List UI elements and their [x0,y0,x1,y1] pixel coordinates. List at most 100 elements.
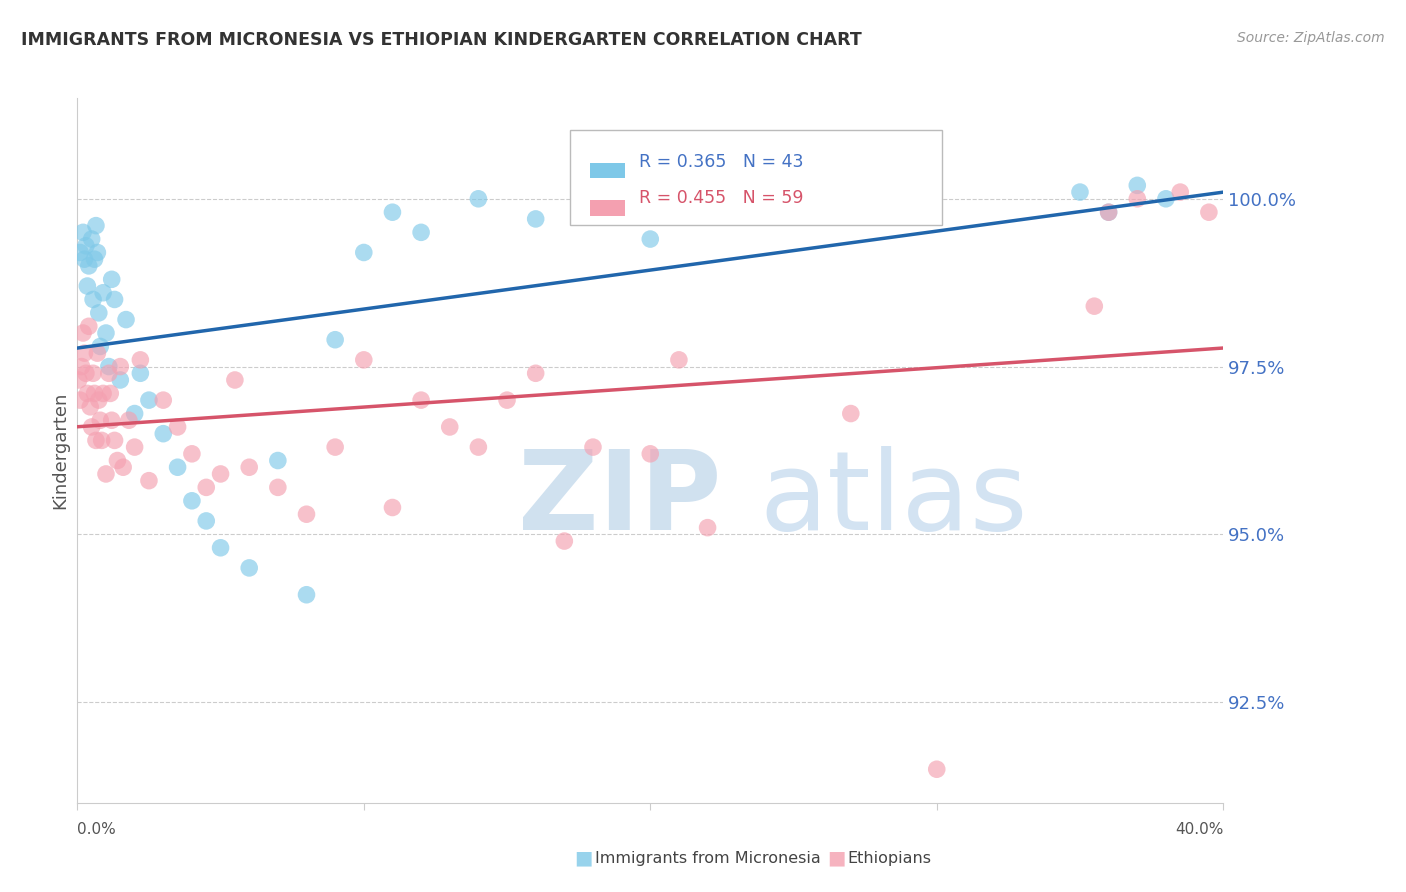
Point [238,460,260,475]
Point [195,480,218,494]
Point [89,339,111,353]
Point [323,333,346,347]
Point [94,467,117,481]
Point [467,440,489,454]
Point [353,352,375,367]
Point [129,366,152,380]
Point [110,359,132,374]
Point [640,232,662,246]
Point [1098,205,1121,219]
Point [77,319,100,334]
Point [696,521,718,535]
Text: 40.0%: 40.0% [1175,822,1223,837]
Point [181,493,204,508]
Point [83,386,105,401]
Point [98,386,121,401]
Point [267,453,290,467]
Point [295,507,318,521]
Point [107,453,129,467]
Point [91,285,114,300]
Point [72,326,94,340]
Point [84,434,107,448]
Point [82,366,104,380]
Point [1098,205,1121,219]
Text: R = 0.455   N = 59: R = 0.455 N = 59 [638,188,803,207]
Point [75,239,97,253]
Point [411,225,433,239]
Point [100,272,122,286]
Text: ZIP: ZIP [519,446,721,553]
Point [124,440,146,454]
Point [73,346,96,360]
Point [524,366,547,380]
Text: atlas: atlas [759,446,1028,553]
Point [75,366,97,380]
Point [138,393,160,408]
Point [181,447,204,461]
Point [381,500,404,515]
Point [86,346,108,360]
Text: ■: ■ [574,848,593,868]
Point [195,514,218,528]
Point [91,386,114,401]
Point [69,245,91,260]
Point [100,413,122,427]
Point [1154,192,1177,206]
Point [82,293,104,307]
Point [112,460,135,475]
Point [124,407,146,421]
Point [496,393,519,408]
Point [77,259,100,273]
Text: Ethiopians: Ethiopians [848,851,932,865]
Point [1198,205,1220,219]
Point [209,467,232,481]
Text: IMMIGRANTS FROM MICRONESIA VS ETHIOPIAN KINDERGARTEN CORRELATION CHART: IMMIGRANTS FROM MICRONESIA VS ETHIOPIAN … [21,31,862,49]
Point [76,386,98,401]
Point [129,352,152,367]
Point [118,413,141,427]
Point [323,440,346,454]
Point [524,211,547,226]
Point [103,434,125,448]
Point [72,225,94,239]
Y-axis label: Kindergarten: Kindergarten [51,392,69,509]
Point [1126,192,1149,206]
Point [582,440,605,454]
Point [103,293,125,307]
Point [1069,185,1091,199]
Point [295,588,318,602]
Point [80,232,103,246]
Text: R = 0.365   N = 43: R = 0.365 N = 43 [638,153,803,171]
Point [138,474,160,488]
Point [83,252,105,267]
Point [553,534,575,549]
Point [166,420,188,434]
Point [94,326,117,340]
Point [97,359,120,374]
Point [224,373,246,387]
FancyBboxPatch shape [589,162,624,178]
Point [73,252,96,267]
Point [115,312,138,326]
Text: ■: ■ [827,848,846,868]
Point [925,762,948,776]
Text: Source: ZipAtlas.com: Source: ZipAtlas.com [1237,31,1385,45]
Point [90,434,112,448]
Point [110,373,132,387]
Point [1083,299,1105,313]
Point [152,426,174,441]
Point [70,359,93,374]
Point [381,205,404,219]
Point [267,480,290,494]
Point [69,393,91,408]
Point [87,393,110,408]
Text: 0.0%: 0.0% [77,822,117,837]
Point [87,306,110,320]
Point [166,460,188,475]
Point [353,245,375,260]
FancyBboxPatch shape [589,201,624,216]
Point [209,541,232,555]
Point [696,192,718,206]
Point [152,393,174,408]
Point [467,192,489,206]
